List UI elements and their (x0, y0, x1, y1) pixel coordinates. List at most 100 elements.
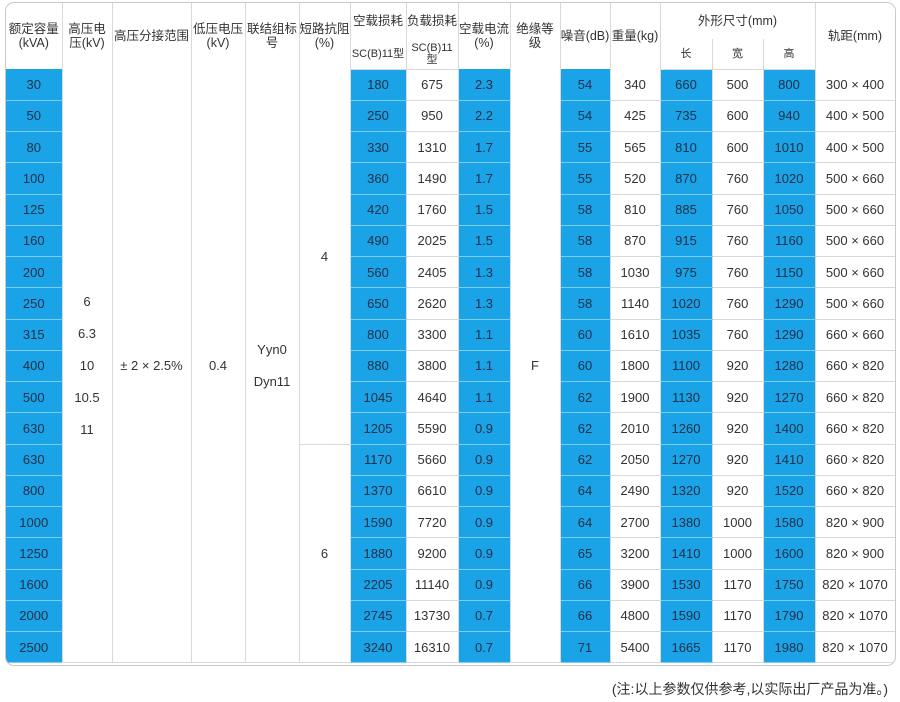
cell-rail-gauge: 660 × 820 (815, 350, 895, 383)
cell-noload-loss: 3240 (350, 631, 407, 664)
cell-noload-current: 0.9 (458, 537, 511, 570)
cell-impedance-large: 6 (299, 444, 351, 664)
cell-noload-loss: 360 (350, 162, 407, 195)
table-row: 400 880 3800 1.1 60 1800 1100 920 1280 660 × 820 (6, 350, 895, 383)
cell-capacity: 400 (6, 350, 63, 383)
cell-dim-width: 760 (712, 162, 764, 195)
cell-capacity: 315 (6, 319, 63, 351)
cell-rail-gauge: 300 × 400 (815, 69, 895, 101)
header-dimensions: 外形尺寸(mm) (660, 3, 816, 39)
cell-noise: 55 (560, 131, 611, 164)
header-impedance: 短路抗阻(%) (299, 3, 351, 69)
cell-weight: 1030 (610, 256, 661, 289)
cell-capacity: 630 (6, 412, 63, 445)
vector-group-value: Yyn0 (257, 341, 287, 357)
table-row: 80 330 1310 1.7 55 565 810 600 1010 400 × 500 (6, 131, 895, 164)
cell-dim-length: 1530 (660, 569, 713, 601)
vector-group-value: Dyn11 (253, 373, 291, 389)
cell-dim-height: 1160 (763, 225, 816, 258)
cell-dim-height: 1290 (763, 319, 816, 351)
cell-capacity: 30 (6, 69, 63, 101)
table-row: 630 6 1170 5660 0.9 62 2050 1270 920 1410 660 × 82… (6, 444, 895, 664)
cell-dim-width: 920 (712, 412, 764, 445)
cell-noload-current: 1.7 (458, 162, 511, 195)
cell-load-loss: 5660 (406, 444, 459, 476)
cell-load-loss: 16310 (406, 631, 459, 664)
cell-capacity: 500 (6, 381, 63, 414)
cell-load-loss: 13730 (406, 600, 459, 633)
cell-noload-loss: 1370 (350, 475, 407, 508)
cell-dim-height: 1980 (763, 631, 816, 664)
cell-rail-gauge: 820 × 900 (815, 537, 895, 570)
cell-weight: 520 (610, 162, 661, 195)
cell-dim-height: 1280 (763, 350, 816, 383)
cell-rail-gauge: 660 × 820 (815, 381, 895, 414)
cell-insulation-class: F (510, 69, 561, 664)
cell-dim-length: 1590 (660, 600, 713, 633)
header-noload-current: 空载电流(%) (458, 3, 511, 69)
cell-noise: 58 (560, 194, 611, 226)
cell-noise: 54 (560, 100, 611, 133)
cell-dim-height: 1150 (763, 256, 816, 289)
cell-load-loss: 2620 (406, 287, 459, 320)
cell-rail-gauge: 820 × 900 (815, 506, 895, 539)
cell-rail-gauge: 820 × 1070 (815, 569, 895, 601)
footnote: (注:以上参数仅供参考,以实际出厂产品为准。) (611, 681, 888, 697)
header-dim-height: 高 (763, 39, 816, 70)
cell-dim-length: 810 (660, 131, 713, 164)
cell-rail-gauge: 400 × 500 (815, 131, 895, 164)
hv-voltage-value: 10.5 (74, 389, 100, 405)
table-body: 30 6 6.3 10 10.5 11 ± 2 × 2.5% 0.4 Yyn0 Dyn11 4 180… (6, 69, 895, 664)
cell-rail-gauge: 500 × 660 (815, 162, 895, 195)
cell-dim-height: 1750 (763, 569, 816, 601)
cell-load-loss: 11140 (406, 569, 459, 601)
header-capacity: 额定容量(kVA) (6, 3, 63, 69)
cell-weight: 4800 (610, 600, 661, 633)
cell-capacity: 200 (6, 256, 63, 289)
cell-capacity: 125 (6, 194, 63, 226)
cell-noload-loss: 1590 (350, 506, 407, 539)
cell-noload-loss: 650 (350, 287, 407, 320)
cell-dim-width: 920 (712, 350, 764, 383)
cell-dim-height: 1790 (763, 600, 816, 633)
cell-capacity: 1000 (6, 506, 63, 539)
cell-noload-current: 0.7 (458, 600, 511, 633)
cell-load-loss: 5590 (406, 412, 459, 445)
cell-noload-current: 2.3 (458, 69, 511, 101)
cell-dim-width: 920 (712, 475, 764, 508)
cell-dim-length: 975 (660, 256, 713, 289)
hv-voltage-value: 6.3 (77, 325, 97, 341)
cell-rail-gauge: 500 × 660 (815, 225, 895, 258)
cell-capacity: 1250 (6, 537, 63, 570)
header-hv-voltage: 高压电压(kV) (62, 3, 113, 69)
cell-noload-loss: 1880 (350, 537, 407, 570)
cell-noload-loss: 420 (350, 194, 407, 226)
header-vector-group: 联结组标号 (245, 3, 300, 69)
header-lv-voltage: 低压电压(kV) (191, 3, 246, 69)
cell-dim-height: 1410 (763, 444, 816, 476)
cell-weight: 2050 (610, 444, 661, 476)
cell-hv-voltage: 6 6.3 10 10.5 11 (62, 69, 113, 664)
cell-rail-gauge: 500 × 660 (815, 256, 895, 289)
table-row: 200 560 2405 1.3 58 1030 975 760 1150 500 × 660 (6, 256, 895, 289)
cell-noload-loss: 490 (350, 225, 407, 258)
cell-tap-range: ± 2 × 2.5% (112, 69, 192, 664)
header-noload-type: SC(B)11型 (350, 39, 407, 70)
cell-load-loss: 1760 (406, 194, 459, 226)
cell-load-loss: 4640 (406, 381, 459, 414)
cell-dim-width: 600 (712, 100, 764, 133)
cell-load-loss: 2405 (406, 256, 459, 289)
cell-noload-current: 1.1 (458, 381, 511, 414)
cell-dim-length: 1130 (660, 381, 713, 414)
table-row: 30 6 6.3 10 10.5 11 ± 2 × 2.5% 0.4 Yyn0 Dyn11 4 180… (6, 69, 895, 664)
cell-weight: 1800 (610, 350, 661, 383)
cell-dim-width: 600 (712, 131, 764, 164)
cell-noload-current: 2.2 (458, 100, 511, 133)
cell-noload-loss: 2205 (350, 569, 407, 601)
hv-voltage-value: 10 (79, 357, 95, 373)
cell-load-loss: 7720 (406, 506, 459, 539)
cell-noise: 65 (560, 537, 611, 570)
header-noload-loss: 空载损耗 (350, 3, 407, 39)
cell-capacity: 100 (6, 162, 63, 195)
cell-dim-width: 1000 (712, 537, 764, 570)
